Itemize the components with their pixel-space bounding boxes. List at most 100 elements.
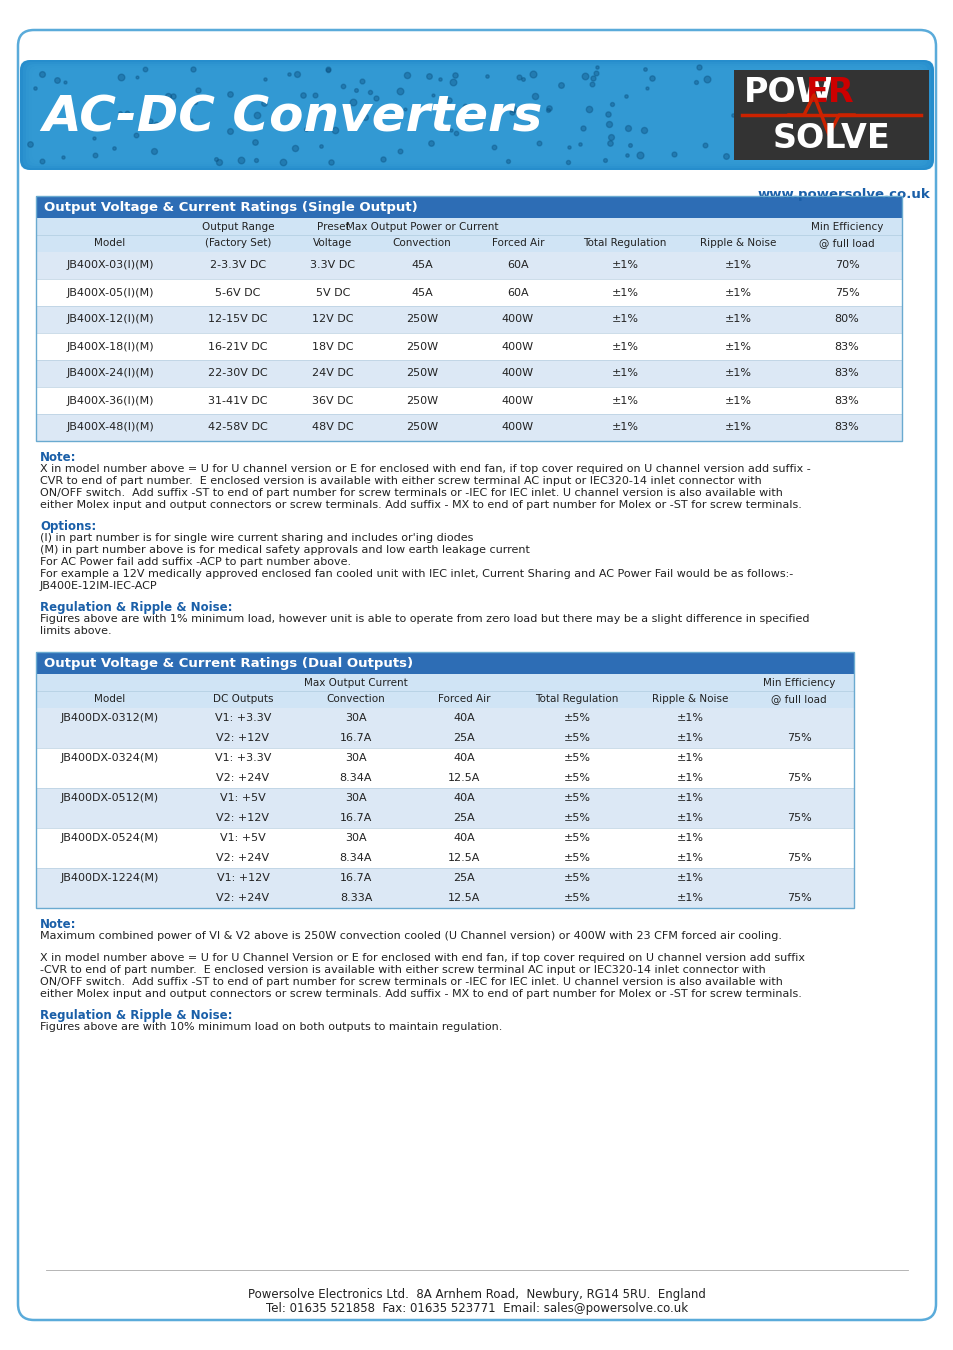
Text: 250W: 250W [406,396,437,405]
Text: Note:: Note: [40,918,76,932]
Text: 30A: 30A [345,713,366,724]
Text: JB400X-36(I)(M): JB400X-36(I)(M) [66,396,153,405]
Text: 30A: 30A [345,753,366,763]
Text: 250W: 250W [406,315,437,324]
Text: ±5%: ±5% [563,713,590,724]
Bar [36,674,853,691]
Text: X in model number above = U for U channel version or E for enclosed with end fan: X in model number above = U for U channe… [40,464,810,474]
Text: 16.7A: 16.7A [339,873,372,883]
Text: Options:: Options: [40,520,96,533]
Text: 400W: 400W [501,396,534,405]
Text: Total Regulation: Total Regulation [582,239,666,248]
Text: 2-3.3V DC: 2-3.3V DC [210,261,266,270]
FancyBboxPatch shape [20,59,933,170]
Text: ±1%: ±1% [676,853,702,863]
Text: SOLVE: SOLVE [772,122,889,154]
Text: ±1%: ±1% [723,423,751,432]
Text: ±1%: ±1% [611,288,638,297]
Text: 250W: 250W [406,369,437,378]
Text: ±1%: ±1% [611,396,638,405]
Text: ON/OFF switch.  Add suffix -ST to end of part number for screw terminals or -IEC: ON/OFF switch. Add suffix -ST to end of … [40,487,782,498]
Bar [36,788,853,828]
Bar [36,387,901,414]
Text: JB400E-12IM-IEC-ACP: JB400E-12IM-IEC-ACP [40,580,157,591]
Text: 31-41V DC: 31-41V DC [208,396,268,405]
Text: Ripple & Noise: Ripple & Noise [651,694,727,705]
Text: @ full load: @ full load [770,694,826,705]
Text: 75%: 75% [786,774,810,783]
Text: ±1%: ±1% [723,369,751,378]
FancyBboxPatch shape [23,62,930,167]
Text: ±1%: ±1% [723,261,751,270]
Text: Min Efficiency: Min Efficiency [810,221,882,231]
Text: Figures above are with 10% minimum load on both outputs to maintain regulation.: Figures above are with 10% minimum load … [40,1022,502,1031]
Text: Maximum combined power of VI & V2 above is 250W convection cooled (U Channel ver: Maximum combined power of VI & V2 above … [40,931,781,941]
Text: ER: ER [805,76,854,108]
Text: Min Efficiency: Min Efficiency [762,678,834,687]
Text: ±5%: ±5% [563,873,590,883]
Bar [36,868,853,909]
Bar [36,252,901,279]
FancyBboxPatch shape [20,59,933,170]
Text: ±1%: ±1% [611,423,638,432]
Text: Model: Model [94,239,126,248]
Text: 40A: 40A [453,753,475,763]
Text: V1: +12V: V1: +12V [216,873,269,883]
Bar [36,333,901,360]
Text: Figures above are with 1% minimum load, however unit is able to operate from zer: Figures above are with 1% minimum load, … [40,614,809,624]
Bar [36,360,901,387]
Text: AC-DC Converters: AC-DC Converters [42,93,542,140]
Text: 48V DC: 48V DC [312,423,354,432]
Text: 16.7A: 16.7A [339,813,372,823]
Bar [36,235,901,252]
Text: ±1%: ±1% [723,315,751,324]
Text: Forced Air: Forced Air [491,239,543,248]
Text: 16.7A: 16.7A [339,733,372,743]
Text: ±1%: ±1% [611,315,638,324]
Text: 30A: 30A [345,833,366,842]
Text: For example a 12V medically approved enclosed fan cooled unit with IEC inlet, Cu: For example a 12V medically approved enc… [40,568,792,579]
Text: Convection: Convection [326,694,385,705]
Text: 400W: 400W [501,369,534,378]
Text: Tel: 01635 521858  Fax: 01635 523771  Email: sales@powersolve.co.uk: Tel: 01635 521858 Fax: 01635 523771 Emai… [266,1301,687,1315]
Text: 75%: 75% [834,288,859,297]
FancyBboxPatch shape [18,30,935,1320]
Text: V2: +12V: V2: +12V [216,733,269,743]
Text: Output Voltage & Current Ratings (Single Output): Output Voltage & Current Ratings (Single… [44,201,417,213]
Text: ±1%: ±1% [723,288,751,297]
Text: Powersolve Electronics Ltd.  8A Arnhem Road,  Newbury, RG14 5RU.  England: Powersolve Electronics Ltd. 8A Arnhem Ro… [248,1288,705,1301]
Text: limits above.: limits above. [40,626,112,636]
Text: 12.5A: 12.5A [447,853,479,863]
Text: 3.3V DC: 3.3V DC [310,261,355,270]
Text: JB400X-24(I)(M): JB400X-24(I)(M) [66,369,153,378]
Text: V2: +24V: V2: +24V [216,853,270,863]
Text: JB400DX-0324(M): JB400DX-0324(M) [61,753,159,763]
Text: 400W: 400W [501,342,534,351]
Text: JB400X-05(I)(M): JB400X-05(I)(M) [66,288,153,297]
Bar [36,748,853,788]
Text: 25A: 25A [453,873,475,883]
Text: X in model number above = U for U Channel Version or E for enclosed with end fan: X in model number above = U for U Channe… [40,953,804,963]
Text: 18V DC: 18V DC [312,342,354,351]
Text: Preset: Preset [316,221,349,231]
Text: 400W: 400W [501,315,534,324]
Text: 250W: 250W [406,342,437,351]
Text: 45A: 45A [411,288,433,297]
Text: JB400X-18(I)(M): JB400X-18(I)(M) [66,342,153,351]
Text: 5-6V DC: 5-6V DC [215,288,260,297]
Text: 40A: 40A [453,713,475,724]
Text: 36V DC: 36V DC [312,396,354,405]
Text: JB400DX-0312(M): JB400DX-0312(M) [61,713,159,724]
Text: ±5%: ±5% [563,774,590,783]
Text: 12V DC: 12V DC [312,315,354,324]
Text: JB400X-48(I)(M): JB400X-48(I)(M) [66,423,153,432]
Text: 8.33A: 8.33A [339,892,372,903]
Text: ±1%: ±1% [676,774,702,783]
Text: JB400DX-1224(M): JB400DX-1224(M) [61,873,159,883]
Text: ON/OFF switch.  Add suffix -ST to end of part number for screw terminals or -IEC: ON/OFF switch. Add suffix -ST to end of … [40,977,782,987]
Text: 5V DC: 5V DC [315,288,350,297]
Bar [733,70,928,161]
Text: either Molex input and output connectors or screw terminals. Add suffix - MX to : either Molex input and output connectors… [40,990,801,999]
Text: Note:: Note: [40,451,76,464]
Text: 83%: 83% [834,423,859,432]
